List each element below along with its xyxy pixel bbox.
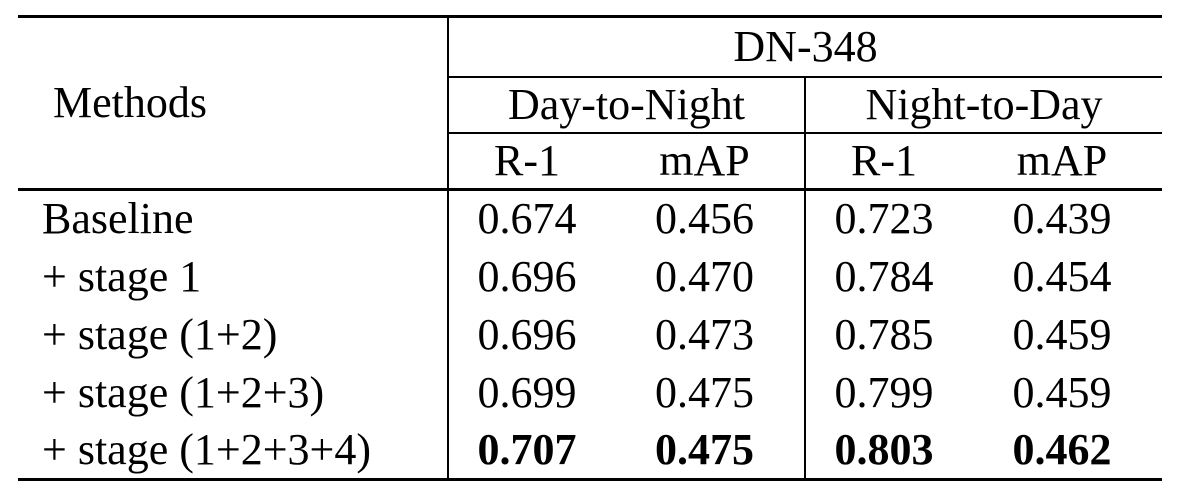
method-label: + stage (1+2+3+4): [18, 421, 449, 480]
value-cell: 0.454: [1012, 251, 1112, 301]
direction-header-night-to-day: Night-to-Day: [803, 76, 1163, 134]
value-cell: 0.475: [655, 424, 754, 474]
value-cell: 0.803: [804, 421, 962, 480]
ablation-results-table: Methods DN-348 Day-to-Night Night-to-Day…: [18, 15, 1163, 481]
value-cell: 0.723: [804, 189, 962, 248]
value-cell: 0.696: [477, 251, 577, 301]
metric-header-map-day-to-night: mAP: [605, 132, 805, 191]
header-row-dataset: Methods DN-348: [18, 16, 1163, 191]
metric-header-r1-night-to-day: R-1: [804, 132, 962, 191]
value-cell: 0.799: [804, 363, 962, 422]
metric-header-map-night-to-day: mAP: [962, 132, 1163, 191]
method-label: + stage 1: [18, 247, 449, 306]
value-cell: 0.699: [477, 367, 577, 417]
table-row-stage-1-2-3-4: + stage (1+2+3+4) 0.707 0.475 0.803 0.46…: [18, 421, 1162, 480]
methods-column-header: Methods: [18, 16, 449, 191]
value-cell: 0.459: [1012, 309, 1112, 359]
value-cell: 0.473: [655, 309, 754, 359]
value-cell: 0.475: [655, 367, 754, 417]
dataset-header: DN-348: [448, 16, 1163, 78]
value-cell: 0.785: [804, 305, 962, 364]
table-row-stage-1-2: + stage (1+2) 0.696 0.473 0.785 0.459: [18, 305, 1162, 364]
value-cell: 0.459: [1012, 367, 1112, 417]
method-label: + stage (1+2): [18, 305, 449, 364]
table-row-stage-1: + stage 1 0.696 0.470 0.784 0.454: [18, 247, 1162, 306]
method-label: + stage (1+2+3): [18, 363, 449, 422]
metric-header-r1-day-to-night: R-1: [448, 132, 605, 191]
value-cell: 0.674: [477, 194, 577, 244]
value-cell: 0.696: [477, 309, 577, 359]
value-cell: 0.439: [1012, 194, 1112, 244]
table-row-stage-1-2-3: + stage (1+2+3) 0.699 0.475 0.799 0.459: [18, 363, 1162, 422]
value-cell: 0.470: [655, 251, 754, 301]
direction-header-day-to-night: Day-to-Night: [448, 76, 805, 134]
header-row-direction: Day-to-Night Night-to-Day: [18, 76, 1163, 134]
header-row-metrics: R-1 mAP R-1 mAP: [18, 132, 1163, 191]
method-label: Baseline: [18, 189, 449, 248]
value-cell: 0.462: [1012, 424, 1112, 474]
value-cell: 0.784: [804, 247, 962, 306]
value-cell: 0.456: [655, 194, 754, 244]
value-cell: 0.707: [477, 424, 577, 474]
table-row-baseline: Baseline 0.674 0.456 0.723 0.439: [18, 189, 1162, 248]
